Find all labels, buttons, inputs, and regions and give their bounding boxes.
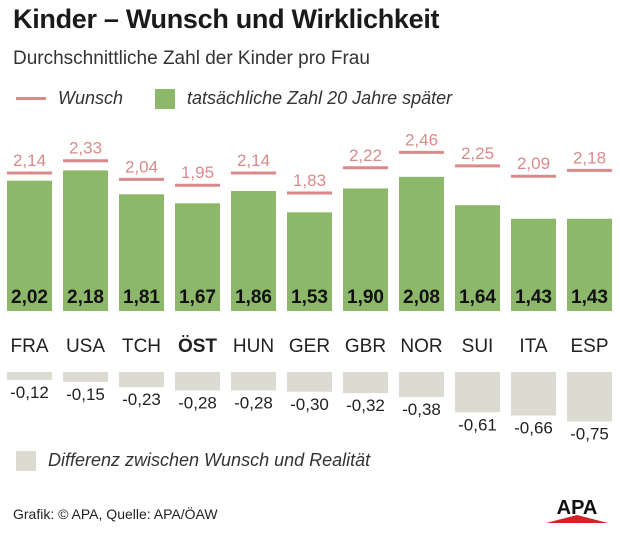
legend-actual-label: tatsächliche Zahl 20 Jahre später <box>187 88 453 108</box>
label-wish-ITA: 2,09 <box>517 154 550 173</box>
label-actual-SUI: 1,64 <box>459 287 496 308</box>
apa-logo-text: APA <box>557 497 598 519</box>
legend-actual-swatch <box>155 88 176 109</box>
bar-actual-ESP <box>567 218 612 311</box>
bar-diff-ÖST <box>175 372 220 391</box>
legend-diff-swatch <box>16 450 36 471</box>
bar-diff-USA <box>63 372 108 382</box>
legend-bottom: Differenz zwischen Wunsch und Realität <box>16 450 370 471</box>
bar-actual-NOR <box>399 176 444 311</box>
bar-diff-SUI <box>455 372 500 413</box>
bar-diff-HUN <box>231 372 276 391</box>
bar-diff-FRA <box>7 372 52 380</box>
source-credit: Grafik: © APA, Quelle: APA/ÖAW <box>13 506 218 522</box>
label-wish-SUI: 2,25 <box>461 144 494 163</box>
bar-actual-USA <box>63 170 108 311</box>
category-label-ESP: ESP <box>570 336 608 357</box>
legend-wish-swatch <box>16 97 46 100</box>
label-wish-ÖST: 1,95 <box>181 163 214 182</box>
bar-actual-TCH <box>119 194 164 311</box>
bar-diff-ITA <box>511 372 556 416</box>
label-diff-ITA: -0,66 <box>514 419 553 438</box>
category-label-GBR: GBR <box>345 336 386 357</box>
label-wish-FRA: 2,14 <box>13 151 46 170</box>
category-label-GER: GER <box>289 336 330 357</box>
bar-actual-FRA <box>7 180 52 311</box>
label-diff-ESP: -0,75 <box>570 425 609 444</box>
label-diff-FRA: -0,12 <box>10 383 49 402</box>
label-diff-HUN: -0,28 <box>234 393 273 412</box>
legend-wish-label: Wunsch <box>58 88 124 108</box>
apa-logo-triangle <box>546 515 608 523</box>
label-diff-GER: -0,30 <box>290 395 329 414</box>
label-wish-NOR: 2,46 <box>405 130 438 149</box>
label-diff-SUI: -0,61 <box>458 415 497 434</box>
label-actual-TCH: 1,81 <box>123 287 160 308</box>
bar-actual-SUI <box>455 205 500 311</box>
label-diff-USA: -0,15 <box>66 385 105 404</box>
bar-actual-GER <box>287 212 332 311</box>
label-wish-ESP: 2,18 <box>573 148 606 167</box>
bar-diff-GER <box>287 372 332 392</box>
label-wish-GER: 1,83 <box>293 171 326 190</box>
label-wish-USA: 2,33 <box>69 139 102 158</box>
legend-diff-label: Differenz zwischen Wunsch und Realität <box>48 450 371 470</box>
legend-top: Wunsch tatsächliche Zahl 20 Jahre später <box>16 88 452 109</box>
label-actual-ITA: 1,43 <box>515 287 552 308</box>
label-actual-GER: 1,53 <box>291 287 328 308</box>
category-label-FRA: FRA <box>11 336 49 357</box>
chart-subtitle: Durchschnittliche Zahl der Kinder pro Fr… <box>13 48 370 69</box>
bar-diff-TCH <box>119 372 164 388</box>
label-actual-FRA: 2,02 <box>11 287 48 308</box>
bar-actual-ITA <box>511 218 556 311</box>
label-actual-NOR: 2,08 <box>403 287 440 308</box>
bar-actual-GBR <box>343 188 388 311</box>
label-diff-NOR: -0,38 <box>402 400 441 419</box>
bar-actual-HUN <box>231 191 276 311</box>
label-actual-ÖST: 1,67 <box>179 287 216 308</box>
bar-actual-ÖST <box>175 203 220 311</box>
label-diff-TCH: -0,23 <box>122 390 161 409</box>
label-wish-TCH: 2,04 <box>125 157 158 176</box>
label-diff-GBR: -0,32 <box>346 396 385 415</box>
label-actual-GBR: 1,90 <box>347 287 384 308</box>
chart-title: Kinder – Wunsch und Wirklichkeit <box>13 4 440 34</box>
label-wish-GBR: 2,22 <box>349 146 382 165</box>
category-label-USA: USA <box>66 336 105 357</box>
label-actual-ESP: 1,43 <box>571 287 608 308</box>
category-label-HUN: HUN <box>233 336 274 357</box>
bar-diff-ESP <box>567 372 612 422</box>
label-wish-HUN: 2,14 <box>237 151 270 170</box>
bar-diff-GBR <box>343 372 388 394</box>
category-label-NOR: NOR <box>400 336 442 357</box>
label-actual-USA: 2,18 <box>67 287 104 308</box>
apa-logo: APA <box>546 497 608 523</box>
category-label-ÖST: ÖST <box>178 336 217 357</box>
category-label-SUI: SUI <box>462 336 494 357</box>
category-label-ITA: ITA <box>519 336 547 357</box>
bar-diff-NOR <box>399 372 444 398</box>
category-label-TCH: TCH <box>122 336 161 357</box>
label-diff-ÖST: -0,28 <box>178 393 217 412</box>
label-actual-HUN: 1,86 <box>235 287 272 308</box>
